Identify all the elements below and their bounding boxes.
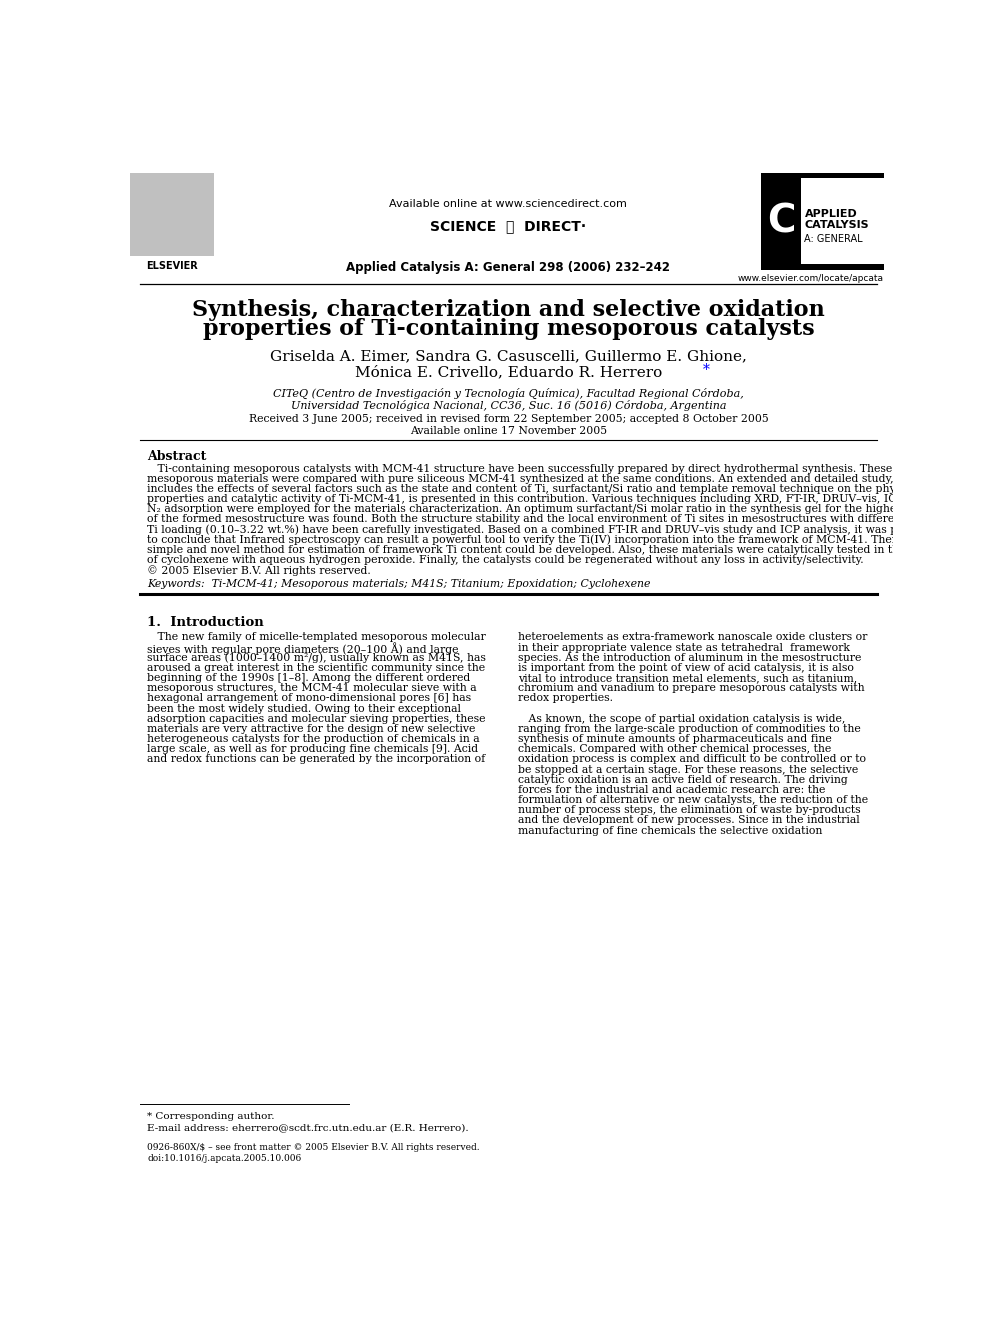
Text: be stopped at a certain stage. For these reasons, the selective: be stopped at a certain stage. For these…: [518, 765, 858, 774]
Text: number of process steps, the elimination of waste by-products: number of process steps, the elimination…: [518, 806, 860, 815]
Text: *: *: [703, 363, 710, 377]
Text: CATALYSIS: CATALYSIS: [805, 221, 869, 230]
Text: formulation of alternative or new catalysts, the reduction of the: formulation of alternative or new cataly…: [518, 795, 868, 806]
Text: manufacturing of fine chemicals the selective oxidation: manufacturing of fine chemicals the sele…: [518, 826, 822, 836]
Text: chemicals. Compared with other chemical processes, the: chemicals. Compared with other chemical …: [518, 745, 831, 754]
Text: As known, the scope of partial oxidation catalysis is wide,: As known, the scope of partial oxidation…: [518, 714, 845, 724]
Text: adsorption capacities and molecular sieving properties, these: adsorption capacities and molecular siev…: [147, 714, 486, 724]
Bar: [761, 265, 884, 270]
Text: mesoporous structures, the MCM-41 molecular sieve with a: mesoporous structures, the MCM-41 molecu…: [147, 683, 477, 693]
Text: beginning of the 1990s [1–8]. Among the different ordered: beginning of the 1990s [1–8]. Among the …: [147, 673, 470, 683]
Text: APPLIED: APPLIED: [805, 209, 857, 218]
Text: ELSEVIER: ELSEVIER: [146, 261, 198, 271]
Text: Available online 17 November 2005: Available online 17 November 2005: [410, 426, 607, 437]
Text: catalytic oxidation is an active field of research. The driving: catalytic oxidation is an active field o…: [518, 775, 847, 785]
Text: surface areas (1000–1400 m²/g), usually known as M41S, has: surface areas (1000–1400 m²/g), usually …: [147, 652, 486, 663]
Text: The new family of micelle-templated mesoporous molecular: The new family of micelle-templated meso…: [147, 632, 486, 643]
Text: CITeQ (Centro de Investigación y Tecnología Química), Facultad Regional Córdoba,: CITeQ (Centro de Investigación y Tecnolo…: [273, 388, 744, 400]
Text: redox properties.: redox properties.: [518, 693, 613, 704]
Text: sieves with regular pore diameters (20–100 Å) and large: sieves with regular pore diameters (20–1…: [147, 643, 458, 655]
Text: vital to introduce transition metal elements, such as titanium,: vital to introduce transition metal elem…: [518, 673, 857, 683]
Text: of the formed mesostructure was found. Both the structure stability and the loca: of the formed mesostructure was found. B…: [147, 515, 967, 524]
Text: chromium and vanadium to prepare mesoporous catalysts with: chromium and vanadium to prepare mesopor…: [518, 683, 864, 693]
Text: species. As the introduction of aluminum in the mesostructure: species. As the introduction of aluminum…: [518, 652, 861, 663]
Text: to conclude that Infrared spectroscopy can result a powerful tool to verify the : to conclude that Infrared spectroscopy c…: [147, 534, 939, 545]
Text: 1.  Introduction: 1. Introduction: [147, 615, 264, 628]
Text: Ti loading (0.10–3.22 wt.%) have been carefully investigated. Based on a combine: Ti loading (0.10–3.22 wt.%) have been ca…: [147, 525, 935, 536]
Text: in their appropriate valence state as tetrahedral  framework: in their appropriate valence state as te…: [518, 643, 850, 652]
Bar: [761, 172, 884, 179]
Text: materials are very attractive for the design of new selective: materials are very attractive for the de…: [147, 724, 475, 734]
Text: includes the effects of several factors such as the state and content of Ti, sur: includes the effects of several factors …: [147, 484, 966, 493]
Text: Universidad Tecnológica Nacional, CC36, Suc. 16 (5016) Córdoba, Argentina: Universidad Tecnológica Nacional, CC36, …: [291, 400, 726, 410]
Text: Received 3 June 2005; received in revised form 22 September 2005; accepted 8 Oct: Received 3 June 2005; received in revise…: [249, 414, 768, 425]
Text: N₂ adsorption were employed for the materials characterization. An optimum surfa: N₂ adsorption were employed for the mate…: [147, 504, 964, 515]
Text: * Corresponding author.: * Corresponding author.: [147, 1113, 275, 1121]
Text: C: C: [767, 202, 796, 241]
Text: hexagonal arrangement of mono-dimensional pores [6] has: hexagonal arrangement of mono-dimensiona…: [147, 693, 471, 704]
Text: properties of Ti-containing mesoporous catalysts: properties of Ti-containing mesoporous c…: [202, 318, 814, 340]
Text: properties and catalytic activity of Ti-MCM-41, is presented in this contributio: properties and catalytic activity of Ti-…: [147, 495, 928, 504]
Bar: [761, 179, 802, 265]
Text: oxidation process is complex and difficult to be controlled or to: oxidation process is complex and difficu…: [518, 754, 866, 765]
Text: Mónica E. Crivello, Eduardo R. Herrero: Mónica E. Crivello, Eduardo R. Herrero: [355, 365, 662, 380]
Text: Available online at www.sciencedirect.com: Available online at www.sciencedirect.co…: [390, 198, 627, 209]
Text: of cyclohexene with aqueous hydrogen peroxide. Finally, the catalysts could be r: of cyclohexene with aqueous hydrogen per…: [147, 556, 864, 565]
Bar: [130, 172, 214, 255]
Text: A: GENERAL: A: GENERAL: [805, 234, 863, 245]
Text: synthesis of minute amounts of pharmaceuticals and fine: synthesis of minute amounts of pharmaceu…: [518, 734, 831, 744]
Text: doi:10.1016/j.apcata.2005.10.006: doi:10.1016/j.apcata.2005.10.006: [147, 1155, 302, 1163]
Text: Keywords:  Ti-MCM-41; Mesoporous materials; M41S; Titanium; Epoxidation; Cyclohe: Keywords: Ti-MCM-41; Mesoporous material…: [147, 578, 651, 589]
Text: been the most widely studied. Owing to their exceptional: been the most widely studied. Owing to t…: [147, 704, 461, 713]
Text: is important from the point of view of acid catalysis, it is also: is important from the point of view of a…: [518, 663, 853, 673]
Text: forces for the industrial and academic research are: the: forces for the industrial and academic r…: [518, 785, 825, 795]
Text: Abstract: Abstract: [147, 450, 206, 463]
Text: and the development of new processes. Since in the industrial: and the development of new processes. Si…: [518, 815, 859, 826]
Text: large scale, as well as for producing fine chemicals [9]. Acid: large scale, as well as for producing fi…: [147, 745, 478, 754]
Text: ranging from the large-scale production of commodities to the: ranging from the large-scale production …: [518, 724, 860, 734]
Text: Applied Catalysis A: General 298 (2006) 232–242: Applied Catalysis A: General 298 (2006) …: [346, 261, 671, 274]
Text: Ti-containing mesoporous catalysts with MCM-41 structure have been successfully : Ti-containing mesoporous catalysts with …: [147, 463, 893, 474]
Text: mesoporous materials were compared with pure siliceous MCM-41 synthesized at the: mesoporous materials were compared with …: [147, 474, 930, 484]
Text: SCIENCE  ⓐ  DIRECT·: SCIENCE ⓐ DIRECT·: [431, 218, 586, 233]
Text: aroused a great interest in the scientific community since the: aroused a great interest in the scientif…: [147, 663, 485, 673]
Text: and redox functions can be generated by the incorporation of: and redox functions can be generated by …: [147, 754, 485, 765]
Text: Griselda A. Eimer, Sandra G. Casuscelli, Guillermo E. Ghione,: Griselda A. Eimer, Sandra G. Casuscelli,…: [270, 349, 747, 364]
Text: heterogeneous catalysts for the production of chemicals in a: heterogeneous catalysts for the producti…: [147, 734, 480, 744]
Text: www.elsevier.com/locate/apcata: www.elsevier.com/locate/apcata: [737, 274, 884, 283]
Text: simple and novel method for estimation of framework Ti content could be develope: simple and novel method for estimation o…: [147, 545, 960, 554]
Text: Synthesis, characterization and selective oxidation: Synthesis, characterization and selectiv…: [192, 299, 824, 321]
Text: © 2005 Elsevier B.V. All rights reserved.: © 2005 Elsevier B.V. All rights reserved…: [147, 565, 371, 576]
Text: E-mail address: eherrero@scdt.frc.utn.edu.ar (E.R. Herrero).: E-mail address: eherrero@scdt.frc.utn.ed…: [147, 1123, 469, 1131]
Text: 0926-860X/$ – see front matter © 2005 Elsevier B.V. All rights reserved.: 0926-860X/$ – see front matter © 2005 El…: [147, 1143, 480, 1152]
Text: heteroelements as extra-framework nanoscale oxide clusters or: heteroelements as extra-framework nanosc…: [518, 632, 867, 643]
